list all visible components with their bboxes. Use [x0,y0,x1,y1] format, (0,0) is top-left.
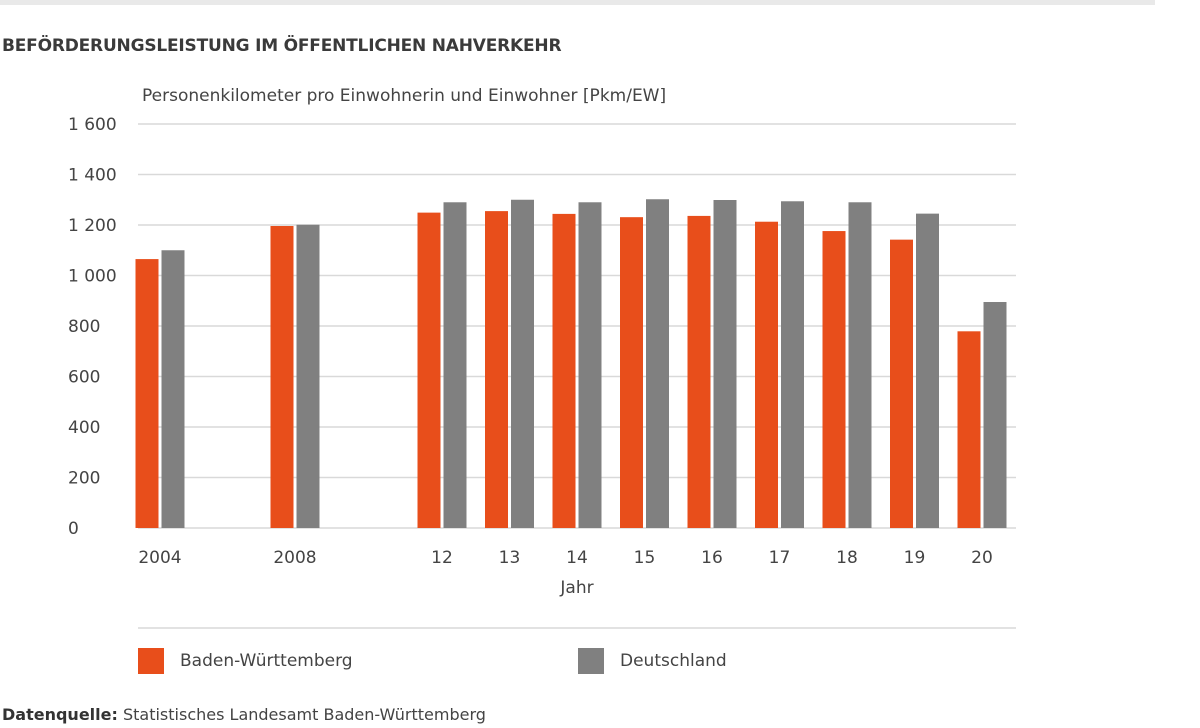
bar-de [916,213,939,528]
bar-bw [417,212,441,528]
x-tick-label: 2008 [273,548,316,568]
bar-bw [270,226,294,528]
source-text: Statistisches Landesamt Baden-Württember… [117,705,486,724]
y-tick-label: 800 [68,317,100,337]
x-tick-label: 18 [836,548,858,568]
y-tick-label: 400 [68,418,100,438]
x-tick-label: 15 [634,548,656,568]
bar-bw [890,239,913,528]
bar-de [983,302,1007,528]
bar-de [713,200,737,528]
y-tick-label: 0 [68,519,79,539]
bar-bw [755,221,778,528]
bar-de [443,202,467,528]
bar-de [646,199,669,528]
x-tick-label: 20 [971,548,993,568]
x-tick-label: 14 [566,548,588,568]
legend-label-bw: Baden-Württemberg [180,651,353,671]
legend-item-de: Deutschland [578,648,727,674]
y-tick-label: 1 000 [68,267,117,287]
source-label: Datenquelle: [2,705,118,724]
bar-bw [552,213,576,528]
chart-title: BEFÖRDERUNGSLEISTUNG IM ÖFFENTLICHEN NAH… [2,36,562,56]
y-axis-label: Personenkilometer pro Einwohnerin und Ei… [142,86,667,106]
bar-bw [687,215,711,528]
y-tick-label: 200 [68,469,100,489]
bar-bw [485,211,508,529]
bar-bw [135,259,159,528]
bar-bw [957,331,981,528]
y-tick-label: 1 600 [68,115,117,135]
bar-de [578,202,602,528]
legend-swatch-bw [138,648,164,674]
legend-item-bw: Baden-Württemberg [138,648,353,674]
legend-label-de: Deutschland [620,651,727,671]
top-divider [0,0,1155,5]
x-tick-label: 16 [701,548,723,568]
legend-swatch-de [578,648,604,674]
bar-de [848,202,872,528]
x-axis-label: Jahr [559,578,593,598]
x-tick-label: 13 [499,548,521,568]
bar-bw [620,217,643,529]
data-source: Datenquelle: Statistisches Landesamt Bad… [2,705,486,724]
bar-bw [822,231,846,528]
x-tick-label: 12 [431,548,453,568]
x-tick-label: 17 [769,548,791,568]
bar-de [781,201,804,528]
bar-de [161,250,185,528]
bar-de [511,199,534,528]
x-tick-label: 2004 [138,548,181,568]
bar-de [296,224,320,528]
y-tick-label: 600 [68,368,100,388]
y-tick-label: 1 200 [68,216,117,236]
y-tick-label: 1 400 [68,166,117,186]
x-tick-label: 19 [904,548,926,568]
